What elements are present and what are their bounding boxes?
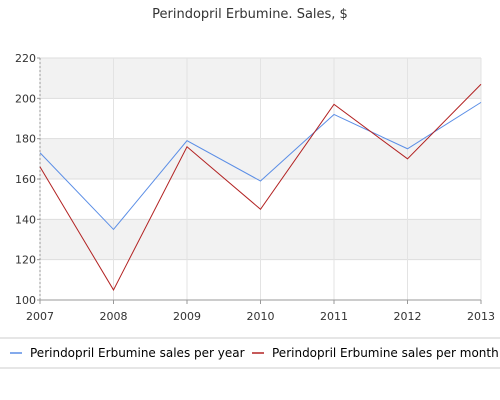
y-tick-label: 160 — [15, 173, 36, 186]
series-lines — [39, 83, 482, 291]
legend-label: Perindopril Erbumine sales per year — [30, 346, 245, 360]
x-tick-label: 2008 — [100, 310, 128, 323]
chart-title: Perindopril Erbumine. Sales, $ — [152, 7, 348, 22]
axes — [37, 57, 482, 304]
x-tick-label: 2012 — [394, 310, 422, 323]
y-tick-labels: 100 120 140 160 180 200 220 — [15, 52, 36, 307]
series-line-2 — [39, 83, 482, 291]
y-tick-label: 220 — [15, 52, 36, 65]
x-tick-label: 2010 — [247, 310, 275, 323]
legend: Perindopril Erbumine sales per year Perin… — [0, 337, 500, 369]
x-tick-label: 2007 — [26, 310, 54, 323]
legend-label: Perindopril Erbumine sales per month — [272, 346, 499, 360]
x-tick-label: 2009 — [173, 310, 201, 323]
y-tick-label: 180 — [15, 133, 36, 146]
x-tick-label: 2013 — [467, 310, 495, 323]
series-line-1 — [39, 101, 482, 231]
y-tick-label: 120 — [15, 254, 36, 267]
x-tick-labels: 2007 2008 2009 2010 2011 2012 2013 — [26, 310, 495, 323]
y-tick-label: 100 — [15, 294, 36, 307]
x-tick-label: 2011 — [320, 310, 348, 323]
y-tick-label: 200 — [15, 92, 36, 105]
y-tick-label: 140 — [15, 213, 36, 226]
